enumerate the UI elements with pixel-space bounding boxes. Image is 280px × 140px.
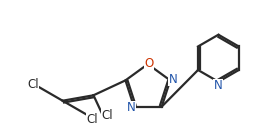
Text: Cl: Cl — [101, 109, 113, 122]
Text: N: N — [214, 79, 223, 92]
Text: Cl: Cl — [27, 78, 39, 91]
Text: O: O — [144, 57, 153, 70]
Text: Cl: Cl — [87, 113, 98, 126]
Text: N: N — [127, 101, 136, 114]
Text: N: N — [169, 73, 178, 86]
